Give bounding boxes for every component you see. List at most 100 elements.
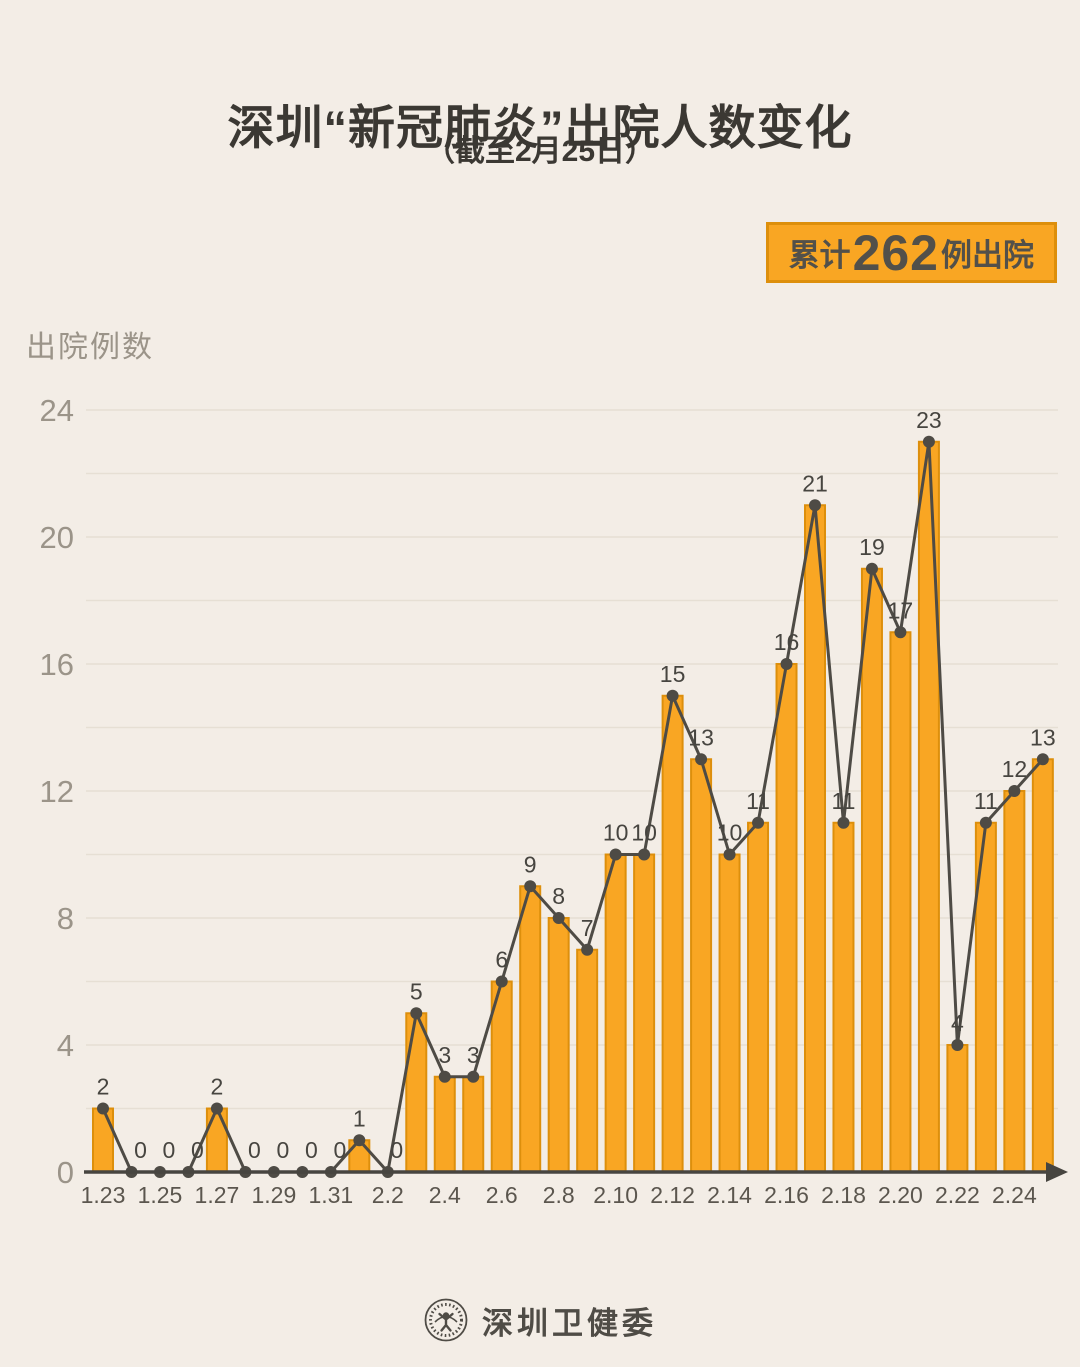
y-tick-label: 24	[40, 393, 74, 428]
value-label: 2	[211, 1074, 224, 1100]
value-label: 13	[1030, 724, 1056, 750]
data-point	[894, 626, 907, 639]
value-label: 11	[974, 788, 998, 814]
value-label: 10	[717, 820, 743, 846]
cumulative-total-badge: 累计 262 例出院	[765, 222, 1057, 283]
value-label: 12	[1002, 756, 1028, 782]
data-point	[951, 1039, 964, 1051]
data-point	[609, 848, 622, 861]
x-tick-label: 2.20	[878, 1182, 923, 1208]
data-point	[1008, 785, 1021, 797]
y-tick-label: 4	[57, 1028, 74, 1063]
value-label: 0	[134, 1137, 147, 1163]
x-tick-label: 2.10	[593, 1182, 638, 1208]
bar	[661, 694, 684, 1173]
data-point	[210, 1102, 223, 1115]
value-label: 3	[467, 1042, 480, 1068]
value-label: 0	[390, 1137, 403, 1163]
bar	[576, 948, 599, 1173]
bar	[519, 885, 542, 1173]
bar	[718, 853, 741, 1173]
data-point	[581, 943, 594, 956]
data-point	[666, 689, 679, 702]
data-point	[467, 1070, 480, 1083]
value-label: 0	[248, 1137, 261, 1163]
x-tick-label: 1.29	[251, 1182, 296, 1208]
bar	[917, 440, 940, 1173]
data-point	[752, 816, 765, 829]
value-label: 0	[333, 1137, 346, 1163]
data-point	[638, 848, 651, 861]
value-label: 3	[438, 1042, 451, 1068]
x-tick-label: 1.23	[81, 1182, 126, 1208]
value-label: 2	[97, 1074, 110, 1100]
data-point	[524, 880, 537, 893]
data-point	[865, 562, 878, 575]
value-label: 13	[688, 724, 714, 750]
data-point	[979, 816, 992, 829]
data-point	[809, 499, 821, 512]
x-tick-label: 2.14	[707, 1182, 752, 1208]
data-point	[438, 1070, 451, 1083]
x-tick-label: 2.16	[764, 1182, 809, 1208]
value-label: 5	[410, 978, 423, 1004]
value-label: 21	[802, 470, 828, 496]
value-label: 1	[353, 1105, 366, 1131]
bar	[1031, 758, 1054, 1173]
bar	[946, 1044, 969, 1173]
health-commission-emblem-icon	[424, 1298, 468, 1342]
value-label: 0	[191, 1137, 204, 1163]
value-label: 17	[888, 597, 914, 623]
value-label: 11	[832, 788, 856, 814]
value-label: 11	[746, 788, 770, 814]
x-tick-label: 2.22	[935, 1182, 980, 1208]
y-axis-title: 出院例数	[26, 331, 154, 364]
data-point	[410, 1007, 423, 1020]
value-label: 0	[276, 1137, 289, 1163]
x-tick-label: 2.6	[486, 1182, 518, 1208]
x-tick-label: 2.4	[429, 1182, 461, 1208]
value-label: 16	[774, 629, 800, 655]
x-tick-label: 1.27	[195, 1182, 240, 1208]
data-point	[1036, 753, 1049, 766]
x-tick-label: 2.2	[372, 1182, 404, 1208]
bar	[462, 1075, 485, 1173]
badge-prefix: 累计	[788, 238, 851, 273]
value-label: 8	[552, 883, 565, 909]
x-tick-label: 2.24	[992, 1182, 1037, 1208]
x-tick-label: 2.18	[821, 1182, 866, 1208]
bar	[92, 1107, 114, 1173]
data-point	[723, 848, 736, 861]
data-point	[922, 435, 935, 448]
bar	[1003, 790, 1026, 1173]
footer-logo-text: 深圳卫健委	[482, 1305, 657, 1341]
y-tick-label: 0	[57, 1155, 74, 1190]
bar	[804, 504, 826, 1173]
badge-suffix: 例出院	[941, 238, 1034, 273]
value-label: 6	[495, 947, 508, 973]
value-label: 0	[163, 1137, 176, 1163]
bar	[860, 567, 883, 1173]
bar	[690, 758, 713, 1173]
x-tick-label: 1.25	[138, 1182, 183, 1208]
bar	[747, 821, 770, 1173]
bar	[832, 821, 855, 1173]
x-tick-label: 2.12	[650, 1182, 695, 1208]
value-label: 0	[305, 1137, 318, 1163]
y-tick-label: 16	[40, 647, 74, 682]
value-label: 15	[660, 661, 686, 687]
y-tick-label: 20	[40, 520, 74, 555]
data-point	[552, 912, 565, 924]
bar	[205, 1107, 228, 1173]
data-point	[495, 975, 508, 988]
value-label: 19	[859, 534, 885, 560]
value-label: 10	[603, 820, 629, 846]
bar	[775, 663, 798, 1173]
data-point	[780, 658, 793, 670]
value-label: 7	[581, 915, 594, 941]
bar	[433, 1075, 456, 1173]
page-subtitle: （截至2月25日）	[424, 135, 656, 168]
data-point	[695, 753, 708, 766]
value-label: 10	[631, 820, 657, 846]
